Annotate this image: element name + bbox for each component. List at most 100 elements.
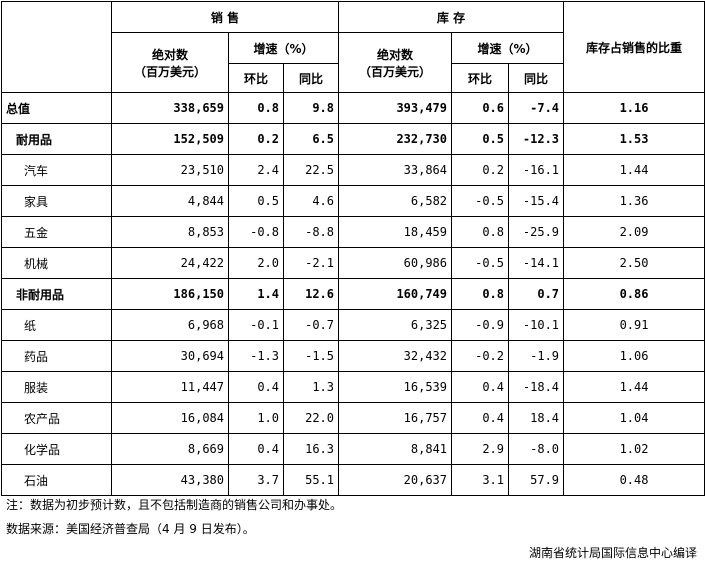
inventory-absolute-cell: 160,749 <box>338 278 453 310</box>
inventory-yoy-cell: -16.1 <box>508 154 565 186</box>
row-label: 家具 <box>1 185 112 217</box>
sales-mom-cell: 0.2 <box>228 123 284 155</box>
inventory-absolute-header: 绝对数 （百万美元） <box>338 32 453 93</box>
sales-absolute-cell: 338,659 <box>111 92 229 124</box>
unit-label: （百万美元） <box>133 64 206 79</box>
inventory-mom-cell: -0.5 <box>451 247 510 279</box>
table-row: 农产品 16,084 1.0 22.0 16,757 0.4 18.4 1.04 <box>1 402 705 434</box>
inventory-absolute-cell: 232,730 <box>338 123 453 155</box>
inventory-absolute-cell: 6,582 <box>338 185 453 217</box>
sales-absolute-cell: 43,380 <box>111 464 229 496</box>
ratio-cell: 1.16 <box>563 92 705 124</box>
inventory-mom-cell: 2.9 <box>451 433 510 465</box>
inventory-mom-cell: 3.1 <box>451 464 510 496</box>
credit-note: 湖南省统计局国际信息中心编译 <box>528 546 697 560</box>
unit-label: （百万美元） <box>359 64 432 79</box>
inventory-yoy-cell: -14.1 <box>508 247 565 279</box>
inventory-mom-cell: 0.8 <box>451 278 510 310</box>
inventory-yoy-cell: 0.7 <box>508 278 565 310</box>
inventory-mom-cell: 0.6 <box>451 92 510 124</box>
sales-absolute-cell: 24,422 <box>111 247 229 279</box>
inventory-absolute-cell: 32,432 <box>338 340 453 372</box>
row-label: 服装 <box>1 371 112 403</box>
inventory-mom-cell: -0.2 <box>451 340 510 372</box>
row-label: 五金 <box>1 216 112 248</box>
ratio-cell: 0.91 <box>563 309 705 341</box>
corner-cell <box>1 1 112 93</box>
table-row: 非耐用品 186,150 1.4 12.6 160,749 0.8 0.7 0.86 <box>1 278 705 310</box>
sales-mom-cell: -0.1 <box>228 309 284 341</box>
sales-absolute-header: 绝对数 （百万美元） <box>111 32 229 93</box>
inventory-absolute-cell: 33,864 <box>338 154 453 186</box>
trade-table: 销 售 库 存 库存占销售的比重 绝对数 （百万美元） 增速（%） 绝对数 （百… <box>1 1 705 496</box>
row-label: 非耐用品 <box>1 278 112 310</box>
inventory-mom-cell: -0.5 <box>451 185 510 217</box>
ratio-cell: 0.86 <box>563 278 705 310</box>
table-row: 纸 6,968 -0.1 -0.7 6,325 -0.9 -10.1 0.91 <box>1 309 705 341</box>
sales-yoy-header: 同比 <box>282 63 340 93</box>
sales-absolute-cell: 11,447 <box>111 371 229 403</box>
sales-yoy-cell: 16.3 <box>282 433 340 465</box>
inventory-absolute-cell: 16,757 <box>338 402 453 434</box>
ratio-cell: 1.06 <box>563 340 705 372</box>
sales-yoy-cell: 1.3 <box>282 371 340 403</box>
row-label: 药品 <box>1 340 112 372</box>
row-label: 汽车 <box>1 154 112 186</box>
sales-yoy-cell: 22.5 <box>282 154 340 186</box>
sales-absolute-cell: 8,853 <box>111 216 229 248</box>
sales-absolute-cell: 8,669 <box>111 433 229 465</box>
inventory-yoy-cell: 18.4 <box>508 402 565 434</box>
inventory-absolute-cell: 20,637 <box>338 464 453 496</box>
ratio-cell: 1.44 <box>563 154 705 186</box>
sales-yoy-cell: -0.7 <box>282 309 340 341</box>
sales-mom-header: 环比 <box>228 63 284 93</box>
inventory-mom-header: 环比 <box>451 63 510 93</box>
sales-absolute-cell: 30,694 <box>111 340 229 372</box>
inventory-absolute-cell: 60,986 <box>338 247 453 279</box>
absolute-label: 绝对数 <box>377 47 414 62</box>
sales-header: 销 售 <box>110 1 340 33</box>
table-row: 机械 24,422 2.0 -2.1 60,986 -0.5 -14.1 2.50 <box>1 247 705 279</box>
inventory-yoy-cell: 57.9 <box>508 464 565 496</box>
row-label: 化学品 <box>1 433 112 465</box>
table-row: 总值 338,659 0.8 9.8 393,479 0.6 -7.4 1.16 <box>1 92 705 124</box>
inventory-yoy-cell: -15.4 <box>508 185 565 217</box>
sales-mom-cell: 1.4 <box>228 278 284 310</box>
row-label: 石油 <box>1 464 112 496</box>
table-row: 耐用品 152,509 0.2 6.5 232,730 0.5 -12.3 1.53 <box>1 123 705 155</box>
sales-mom-cell: 0.8 <box>228 92 284 124</box>
inventory-mom-cell: 0.8 <box>451 216 510 248</box>
inventory-absolute-cell: 16,539 <box>338 371 453 403</box>
inventory-absolute-cell: 8,841 <box>338 433 453 465</box>
sales-yoy-cell: 55.1 <box>282 464 340 496</box>
ratio-cell: 1.02 <box>563 433 705 465</box>
inventory-mom-cell: 0.2 <box>451 154 510 186</box>
sales-growth-header: 增速（%） <box>227 32 340 64</box>
inventory-yoy-cell: -12.3 <box>508 123 565 155</box>
inventory-yoy-header: 同比 <box>508 63 565 93</box>
row-label: 耐用品 <box>1 123 112 155</box>
ratio-cell: 1.53 <box>563 123 705 155</box>
inventory-mom-cell: 0.5 <box>451 123 510 155</box>
ratio-header: 库存占销售的比重 <box>563 1 705 93</box>
sales-absolute-cell: 16,084 <box>111 402 229 434</box>
sales-mom-cell: 0.4 <box>228 433 284 465</box>
sales-yoy-cell: 12.6 <box>282 278 340 310</box>
inventory-yoy-cell: -8.0 <box>508 433 565 465</box>
sales-yoy-cell: -2.1 <box>282 247 340 279</box>
ratio-cell: 1.36 <box>563 185 705 217</box>
sales-absolute-cell: 152,509 <box>111 123 229 155</box>
sales-mom-cell: 0.4 <box>228 371 284 403</box>
sales-mom-cell: 1.0 <box>228 402 284 434</box>
source-note: 数据来源：美国经济普查局（4 月 9 日发布）。 <box>6 522 255 536</box>
inventory-yoy-cell: -7.4 <box>508 92 565 124</box>
footnote: 注：数据为初步预计数，且不包括制造商的销售公司和办事处。 <box>6 498 343 512</box>
sales-mom-cell: -1.3 <box>228 340 284 372</box>
absolute-label: 绝对数 <box>151 47 188 62</box>
row-label: 机械 <box>1 247 112 279</box>
sales-mom-cell: 0.5 <box>228 185 284 217</box>
sales-absolute-cell: 4,844 <box>111 185 229 217</box>
inventory-absolute-cell: 393,479 <box>338 92 453 124</box>
sales-mom-cell: -0.8 <box>228 216 284 248</box>
row-label: 农产品 <box>1 402 112 434</box>
